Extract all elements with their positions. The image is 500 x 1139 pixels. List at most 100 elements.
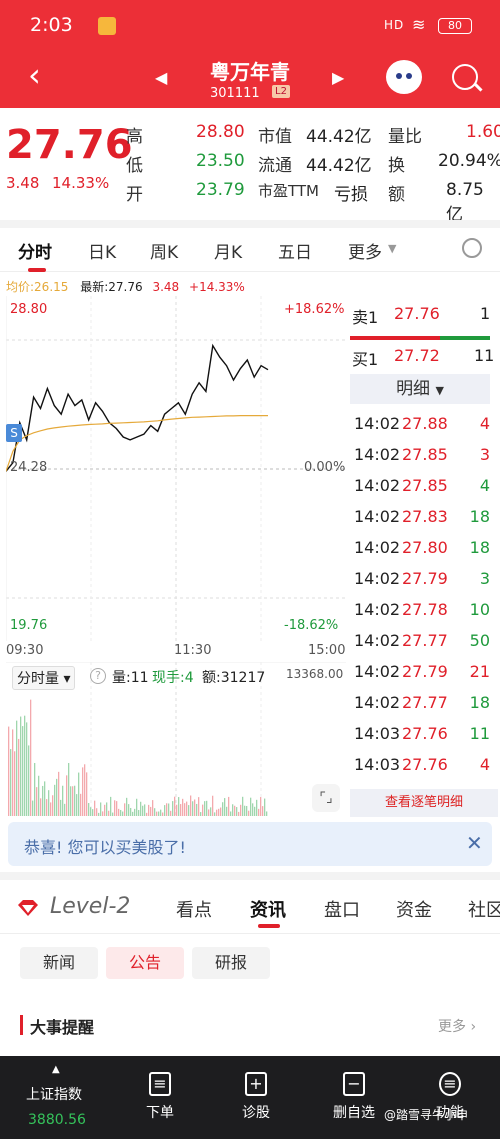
volume-bar [158, 811, 160, 816]
volume-bar [248, 810, 250, 816]
volume-bar [196, 803, 198, 816]
volume-bar [16, 720, 18, 816]
volume-bar [260, 797, 262, 816]
close-icon[interactable]: ✕ [466, 831, 483, 855]
volume-bar [60, 799, 62, 816]
sell1-row[interactable]: 卖1 27.76 1 [350, 304, 498, 332]
info-line: 均价:26.15 最新:27.76 3.48 +14.33% [6, 278, 245, 295]
detail-dropdown[interactable]: 明细 ▼ [350, 374, 490, 404]
trade-price: 27.83 [402, 507, 448, 526]
prev-stock-icon[interactable]: ◀ [155, 68, 168, 87]
tab-five-day[interactable]: 五日 [278, 243, 312, 263]
volume-bar [8, 726, 10, 816]
tab-highlights[interactable]: 看点 [176, 900, 212, 921]
volume-bar [26, 722, 28, 816]
time-tick-open: 09:30 [6, 643, 44, 658]
trade-price: 27.76 [402, 755, 448, 774]
chart-base-pct: 0.00% [304, 460, 346, 475]
volume-bar [68, 763, 70, 816]
trade-volume: 18 [469, 693, 490, 712]
remove-watchlist-button[interactable]: − 删自选 [324, 1072, 384, 1122]
more-link[interactable]: 更多 › [438, 1019, 477, 1035]
pe-label: 市盈TTM [258, 182, 320, 200]
latest-price: 最新:27.76 [80, 280, 143, 294]
order-label: 下单 [146, 1105, 174, 1121]
volume-bar [22, 726, 24, 816]
trade-time: 14:02 [354, 600, 401, 619]
volume-bar [38, 775, 40, 816]
signal-icon: HD [384, 18, 405, 32]
volume-bar [32, 800, 34, 816]
intraday-chart[interactable]: 28.80 +18.62% 24.28 0.00% 19.76 -18.62% … [5, 296, 346, 641]
back-icon[interactable]: ‹ [28, 56, 41, 94]
trade-time: 14:02 [354, 538, 401, 557]
functions-button[interactable]: ≡ 功能 [420, 1072, 480, 1122]
trade-volume: 18 [469, 538, 490, 557]
view-all-trades-button[interactable]: 查看逐笔明细 [350, 789, 498, 817]
volume-bar [168, 803, 170, 816]
search-icon[interactable] [452, 64, 478, 90]
volume-bar [54, 784, 56, 816]
intraday-chart-svg [5, 296, 346, 641]
time-tick-close: 15:00 [308, 643, 346, 658]
buy1-price: 27.72 [394, 346, 440, 365]
chart-tabs: 分时 日K 周K 月K 五日 更多 ▼ [0, 228, 500, 272]
tab-intraday[interactable]: 分时 [18, 243, 52, 263]
volume-bar [192, 801, 194, 816]
trade-row: 14:02 27.83 18 [350, 507, 498, 535]
index-name[interactable]: 上证指数 [26, 1087, 82, 1103]
volume-bar [182, 798, 184, 816]
tab-funds[interactable]: 资金 [396, 900, 432, 921]
help-icon[interactable]: ? [90, 668, 106, 684]
chevron-down-icon[interactable]: ▼ [388, 242, 397, 255]
volume-bar [160, 809, 162, 816]
chevron-up-icon[interactable]: ▲ [52, 1064, 60, 1075]
level2-brand[interactable]: Level-2 [50, 894, 131, 919]
expand-icon[interactable]: ⌜⌟ [312, 784, 340, 812]
volume-bar [228, 796, 230, 816]
price-change-pct: 14.33% [52, 174, 110, 192]
settings-icon[interactable] [462, 238, 482, 258]
tab-more[interactable]: 更多 [348, 243, 382, 263]
tab-weekly-k[interactable]: 周K [150, 243, 179, 263]
order-button[interactable]: ≡ 下单 [130, 1072, 190, 1122]
chip-news[interactable]: 新闻 [20, 947, 98, 979]
tab-order-book[interactable]: 盘口 [324, 900, 360, 921]
trade-time: 14:02 [354, 445, 401, 464]
diagnose-icon: + [245, 1072, 267, 1096]
trade-row: 14:03 27.76 4 [350, 755, 498, 783]
tab-community[interactable]: 社区 [468, 900, 500, 921]
tab-news-info[interactable]: 资讯 [250, 900, 286, 921]
float-value: 44.42亿 [306, 156, 372, 176]
next-stock-icon[interactable]: ▶ [332, 68, 345, 87]
battery-icon: 80 [438, 18, 472, 34]
volume-bar [72, 786, 74, 816]
volume-value: 量:11 [112, 670, 149, 686]
volume-bar [140, 801, 142, 816]
tab-daily-k[interactable]: 日K [88, 243, 117, 263]
trade-price: 27.77 [402, 631, 448, 650]
trade-row: 14:02 27.88 4 [350, 414, 498, 442]
volume-bar [118, 808, 120, 816]
volume-type-dropdown[interactable]: 分时量 ▾ [12, 666, 76, 690]
trade-volume: 21 [469, 662, 490, 681]
volume-bar [206, 800, 208, 816]
info-tabs: Level-2 看点 资讯 盘口 资金 社区 [0, 880, 500, 934]
robot-assistant-icon[interactable] [386, 60, 422, 94]
volume-bar [36, 787, 38, 816]
chip-research[interactable]: 研报 [192, 947, 270, 979]
chip-announcements[interactable]: 公告 [106, 947, 184, 979]
promo-banner[interactable]: 恭喜! 您可以买美股了! ✕ [8, 822, 492, 866]
volume-bar [210, 807, 212, 816]
diagnose-button[interactable]: + 诊股 [226, 1072, 286, 1122]
volume-bar [122, 811, 124, 816]
volume-bar [188, 805, 190, 816]
sell-marker[interactable]: S [6, 424, 22, 442]
turnover-label: 换 [388, 156, 405, 176]
top-header: 2:03 HD ≋ 80 ‹ ◀ 粤万年青 301111 L2 ▶ [0, 0, 500, 108]
tab-monthly-k[interactable]: 月K [214, 243, 243, 263]
banner-text: 恭喜! 您可以买美股了! [24, 838, 186, 857]
trade-price: 27.78 [402, 600, 448, 619]
sell1-label: 卖1 [352, 308, 379, 327]
buy1-row[interactable]: 买1 27.72 11 [350, 346, 498, 374]
